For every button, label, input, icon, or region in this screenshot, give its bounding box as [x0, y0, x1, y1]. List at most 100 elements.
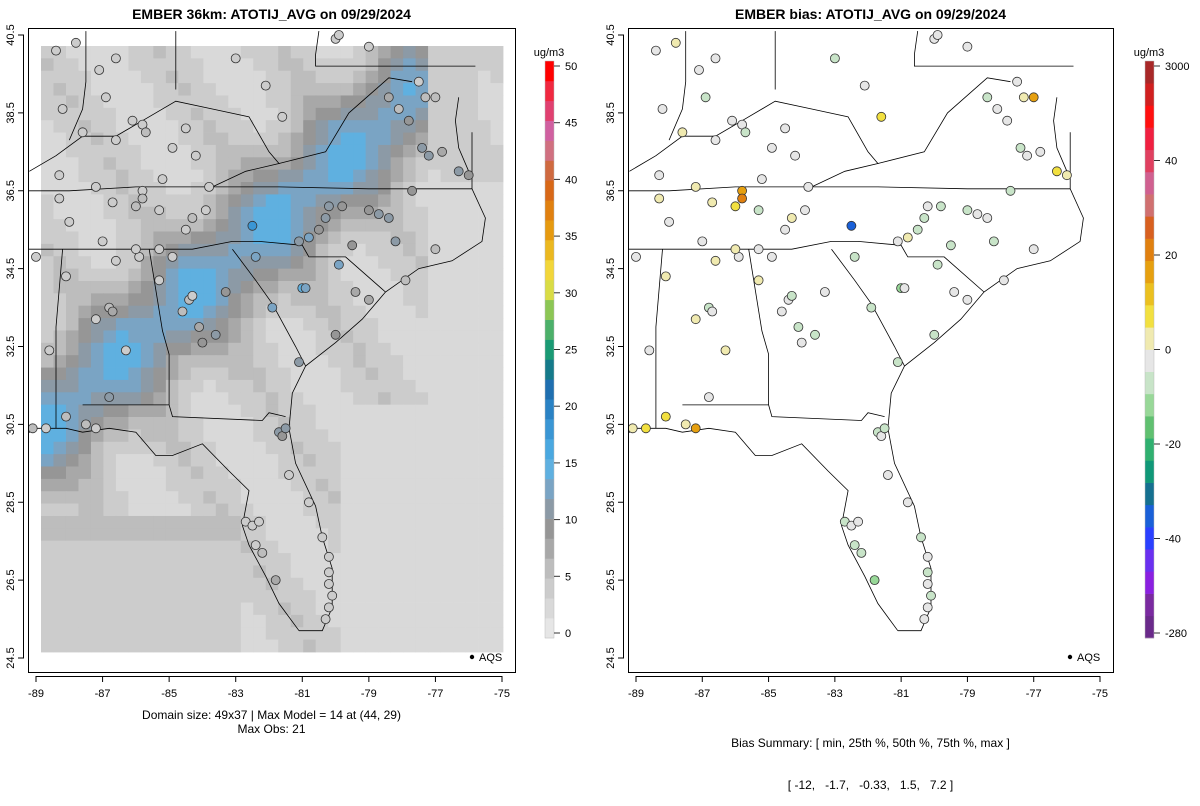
colorbar-tick-label: 30: [565, 288, 577, 300]
grid-cell: [265, 441, 279, 455]
grid-cell: [465, 565, 479, 579]
grid-cell: [228, 330, 242, 344]
grid-cell: [365, 144, 379, 158]
grid-cell: [178, 318, 192, 331]
grid-cell: [328, 132, 342, 146]
grid-cell: [115, 627, 129, 641]
grid-cell: [490, 429, 504, 443]
grid-cell: [215, 342, 229, 356]
aqs-site-marker: [393, 104, 404, 114]
grid-cell: [340, 219, 354, 232]
grid-cell: [415, 120, 429, 133]
grid-cell: [140, 429, 154, 443]
aqs-site-marker: [820, 287, 830, 297]
grid-cell: [415, 243, 429, 257]
grid-cell: [290, 182, 304, 195]
grid-cell: [303, 95, 317, 109]
grid-cell: [253, 478, 267, 492]
grid-cell: [278, 120, 292, 133]
grid-cell: [153, 454, 167, 467]
y-tick-label: 24.5: [5, 647, 17, 668]
grid-cell: [265, 590, 279, 603]
grid-cell: [365, 107, 379, 121]
colorbar-segment: [1145, 571, 1154, 594]
grid-cell: [290, 540, 304, 554]
aqs-site-marker: [1002, 115, 1013, 126]
grid-cell: [140, 144, 154, 158]
grid-cell: [278, 590, 292, 603]
aqs-site-marker: [323, 551, 334, 562]
grid-cell: [403, 392, 416, 406]
grid-cell: [315, 590, 329, 603]
grid-cell: [390, 268, 404, 282]
grid-cell: [403, 466, 416, 480]
grid-cell: [415, 602, 429, 616]
grid-cell: [365, 491, 379, 504]
grid-cell: [90, 107, 104, 121]
grid-cell: [53, 342, 67, 356]
colorbar-unit-label: ug/m3: [1134, 47, 1165, 59]
aqs-site-marker: [130, 201, 141, 212]
grid-cell: [190, 256, 204, 270]
grid-cell: [453, 491, 466, 504]
grid-cell: [290, 243, 304, 257]
grid-cell: [78, 342, 92, 356]
grid-cell: [440, 577, 454, 591]
aqs-site-marker: [922, 551, 933, 562]
grid-cell: [140, 107, 154, 121]
grid-cell: [415, 268, 429, 282]
grid-cell: [140, 219, 154, 232]
grid-cell: [103, 577, 117, 591]
grid-cell: [253, 355, 267, 368]
grid-cell: [153, 70, 167, 84]
grid-cell: [465, 70, 479, 84]
grid-cell: [240, 293, 254, 307]
aqs-site-marker: [899, 283, 910, 294]
grid-cell: [203, 379, 217, 393]
grid-cell: [290, 83, 304, 96]
grid-cell: [290, 107, 304, 121]
grid-cell: [65, 132, 79, 146]
grid-cell: [403, 219, 416, 232]
aqs-site-marker: [654, 170, 665, 181]
grid-cell: [465, 429, 479, 443]
grid-cell: [203, 590, 217, 603]
grid-cell: [478, 441, 491, 455]
right-panel-title: EMBER bias: ATOTIJ_AVG on 09/29/2024: [734, 6, 1007, 22]
grid-cell: [490, 466, 504, 480]
grid-cell: [490, 417, 504, 430]
grid-cell: [340, 95, 354, 109]
grid-cell: [328, 83, 342, 96]
grid-cell: [115, 590, 129, 603]
aqs-site-marker: [437, 146, 448, 157]
aqs-site-marker: [41, 423, 51, 434]
grid-cell: [315, 83, 329, 96]
grid-cell: [390, 515, 404, 529]
grid-cell: [453, 219, 466, 232]
grid-cell: [415, 466, 429, 480]
grid-cell: [315, 107, 329, 121]
grid-cell: [78, 182, 92, 195]
aqs-site-marker: [796, 337, 807, 348]
grid-cell: [128, 602, 142, 616]
grid-cell: [353, 120, 367, 133]
grid-cell: [378, 515, 392, 529]
grid-cell: [303, 194, 317, 208]
grid-cell: [103, 565, 117, 579]
grid-cell: [240, 342, 254, 356]
aqs-site-marker: [373, 209, 384, 220]
domain-summary: Domain size: 49x37 | Max Model = 14 at (…: [142, 708, 401, 722]
grid-cell: [165, 342, 179, 356]
grid-cell: [190, 602, 204, 616]
aqs-site-marker: [922, 602, 933, 613]
grid-cell: [203, 46, 217, 59]
grid-cell: [228, 342, 242, 356]
grid-cell: [78, 280, 92, 294]
grid-cell: [265, 503, 279, 517]
grid-cell: [103, 243, 117, 257]
x-tick-label: -81: [893, 688, 909, 700]
grid-cell: [41, 392, 54, 406]
grid-cell: [165, 454, 179, 467]
grid-cell: [478, 280, 491, 294]
grid-cell: [415, 478, 429, 492]
